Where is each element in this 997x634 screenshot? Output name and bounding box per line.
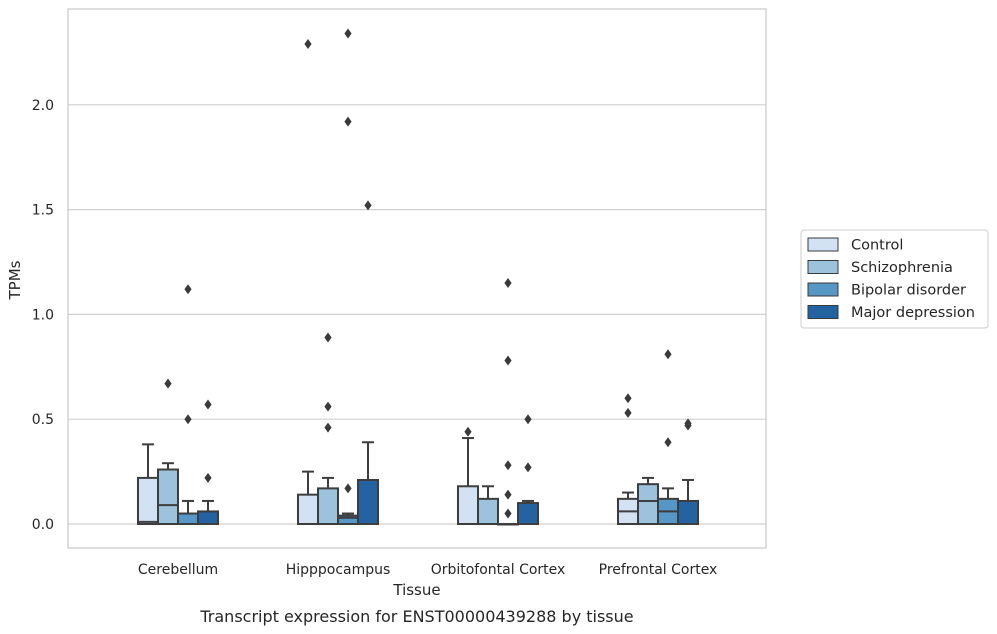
x-tick-label: Prefrontal Cortex [599, 562, 718, 578]
outlier-point [504, 277, 512, 288]
legend-swatch [807, 282, 839, 297]
legend-label: Schizophrenia [851, 260, 953, 276]
outlier-point [504, 460, 512, 471]
box-group [197, 399, 219, 526]
box [177, 512, 199, 526]
legend-label: Major depression [851, 305, 975, 321]
legend-frame [800, 229, 989, 329]
box-group [497, 277, 519, 526]
outlier-point [324, 332, 332, 343]
outlier-point [344, 116, 352, 127]
y-tick-label: 2.0 [32, 98, 54, 114]
outlier-point [664, 437, 672, 448]
box [517, 502, 539, 526]
y-axis-label: TPMs [6, 260, 24, 300]
outlier-point [364, 200, 372, 211]
box [677, 499, 699, 525]
outlier-point [524, 462, 532, 473]
box-group [157, 378, 179, 525]
legend-label: Control [851, 238, 903, 254]
y-tick-label: 1.5 [32, 203, 54, 219]
outlier-point [524, 414, 532, 425]
legend-swatch [807, 305, 839, 319]
outlier-point [624, 393, 632, 404]
box [317, 487, 339, 526]
y-tick-label: 0.5 [32, 412, 54, 428]
box-group [137, 443, 159, 525]
box [477, 497, 499, 525]
legend-swatch [807, 260, 839, 274]
gridlines [68, 104, 766, 525]
y-tick-labels: 0.0 0.5 1.0 1.5 2.0 [32, 98, 54, 533]
box [457, 485, 479, 526]
box-group [677, 418, 699, 525]
outlier-point [504, 508, 512, 519]
outlier-point [324, 401, 332, 412]
outlier-point [624, 407, 632, 418]
outlier-point [504, 355, 512, 366]
outlier-point [204, 472, 212, 483]
outlier-point [184, 414, 192, 425]
box [637, 483, 659, 525]
x-tick-labels: Cerebellum Hipppocampus Orbitofontal Corte… [138, 562, 717, 578]
box-group [317, 332, 339, 526]
outlier-point [164, 378, 172, 389]
outlier-point [324, 422, 332, 433]
outlier-point [464, 426, 472, 437]
x-axis-label: Tissue [392, 581, 440, 599]
plot-frame [67, 8, 767, 549]
x-tick-label: Hipppocampus [286, 562, 391, 578]
box-group [637, 476, 659, 525]
legend-items: Control Schizophrenia Bipolar disorder Majo… [807, 237, 975, 321]
legend: Control Schizophrenia Bipolar disorder Majo… [800, 229, 989, 329]
box [157, 468, 179, 525]
outlier-point [344, 483, 352, 494]
box [297, 493, 319, 526]
legend-label: Bipolar disorder [851, 283, 966, 299]
box-group [177, 284, 199, 526]
box-group [657, 349, 679, 525]
outlier-point [184, 284, 192, 295]
legend-swatch [807, 237, 839, 252]
box [357, 478, 379, 526]
box-group [297, 39, 319, 526]
box-group [457, 426, 479, 526]
boxes-layer [137, 28, 699, 526]
x-tick-label: Cerebellum [138, 562, 218, 578]
outlier-point [684, 418, 692, 429]
outlier-point [504, 489, 512, 500]
y-tick-label: 0.0 [32, 517, 54, 533]
outlier-point [304, 39, 312, 50]
box-group [477, 485, 499, 525]
y-tick-label: 1.0 [32, 307, 54, 323]
outlier-point [664, 349, 672, 360]
x-tick-label: Orbitofontal Cortex [431, 562, 566, 578]
chart-caption: Transcript expression for ENST0000043928… [199, 607, 633, 626]
box-group [357, 200, 379, 526]
box [197, 510, 219, 526]
outlier-point [204, 399, 212, 410]
box [137, 476, 159, 525]
box-group [617, 393, 639, 525]
outlier-point [344, 28, 352, 39]
box-group [337, 28, 359, 526]
box-group [517, 414, 539, 526]
